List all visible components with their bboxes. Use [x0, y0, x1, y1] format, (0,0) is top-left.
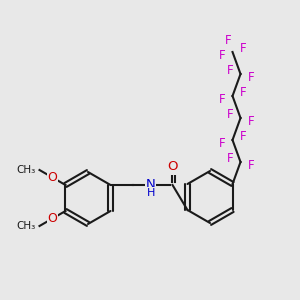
- Text: F: F: [239, 42, 246, 55]
- Text: F: F: [225, 34, 232, 47]
- Text: O: O: [167, 160, 178, 173]
- Text: F: F: [219, 137, 226, 150]
- Text: F: F: [219, 49, 226, 62]
- Text: F: F: [248, 71, 254, 84]
- Text: O: O: [48, 171, 57, 184]
- Text: CH₃: CH₃: [16, 165, 35, 175]
- Text: F: F: [239, 130, 246, 143]
- Text: F: F: [219, 93, 226, 106]
- Text: F: F: [248, 159, 254, 172]
- Text: H: H: [147, 188, 156, 198]
- Text: F: F: [248, 115, 254, 128]
- Text: F: F: [227, 64, 233, 77]
- Text: O: O: [48, 212, 57, 225]
- Text: N: N: [146, 178, 155, 191]
- Text: F: F: [239, 86, 246, 99]
- Text: F: F: [227, 108, 233, 121]
- Text: CH₃: CH₃: [16, 221, 35, 231]
- Text: F: F: [227, 152, 233, 165]
